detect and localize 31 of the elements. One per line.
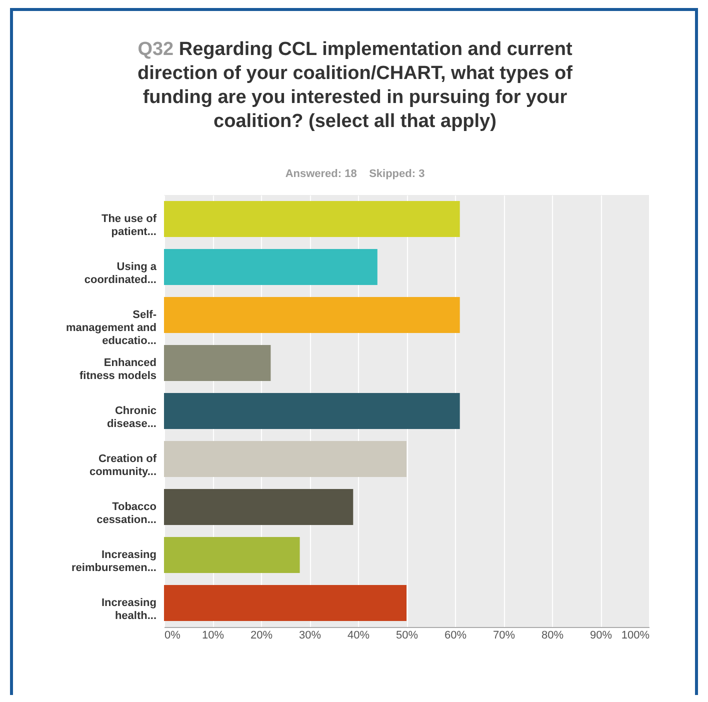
bar [164, 489, 354, 525]
bar [164, 537, 300, 573]
x-tick-label: 30% [298, 630, 322, 642]
y-tick-label: The use of patient... [101, 213, 157, 238]
y-tick-label: Tobacco cessation... [96, 501, 157, 526]
bar [164, 393, 460, 429]
bar [164, 297, 460, 333]
bar [164, 585, 406, 621]
bar [164, 201, 460, 237]
x-tick-label: 90% [590, 630, 612, 642]
x-tick-label: 40% [347, 630, 370, 642]
chart-subtitle: Answered: 18 Skipped: 3 [284, 168, 426, 180]
x-tick-label: 60% [444, 630, 467, 642]
x-tick-label: 0% [164, 630, 181, 642]
x-tick-label: 70% [492, 630, 516, 642]
bar [164, 345, 271, 381]
chart-title: Q32 Regarding CCL implementation and current direction of your coalition/CHART, what types of funding are you interested in pursuing for your coalition? (select all that apply) [136, 38, 574, 134]
x-tick-label: 10% [202, 630, 224, 642]
y-tick-label: Self-management and educatio... [66, 309, 157, 347]
x-tick-label: 100% [621, 630, 650, 642]
y-tick-label: Chronic disease... [106, 405, 156, 430]
y-tick-label: Enhanced fitness models [79, 357, 156, 382]
y-tick-label: Increasing reimbursemen... [72, 549, 156, 574]
x-tick-label: 20% [250, 630, 273, 642]
bar [164, 441, 406, 477]
x-tick-label: 80% [541, 630, 564, 642]
y-tick-label: Increasing health... [101, 597, 156, 622]
y-tick-label: Using a coordinated... [84, 261, 158, 286]
y-tick-label: Creation of community... [89, 453, 157, 478]
bar [164, 249, 378, 285]
x-tick-label: 50% [396, 630, 418, 642]
